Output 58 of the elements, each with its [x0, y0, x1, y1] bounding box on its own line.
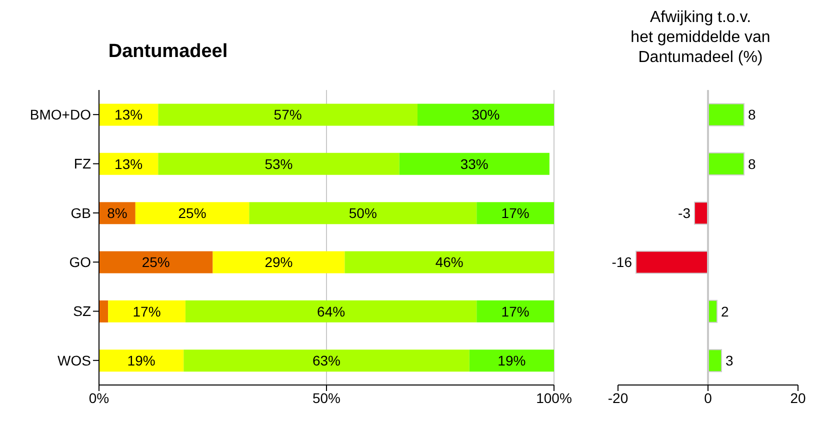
bar [99, 300, 108, 322]
data-label: 19% [498, 352, 526, 368]
bar [399, 152, 550, 175]
x-tick-label: 50% [312, 390, 341, 406]
x-tick-label: 100% [536, 390, 572, 406]
data-label: 8 [748, 106, 756, 123]
data-label: 63% [312, 352, 341, 368]
data-label: 53% [264, 156, 293, 172]
bar [184, 350, 470, 372]
y-tick-label: WOS [58, 352, 91, 368]
data-label: 8 [748, 156, 756, 172]
bar [185, 300, 477, 322]
y-tick-label: FZ [74, 156, 92, 172]
bar [469, 350, 554, 372]
x-tick-label: 0 [704, 390, 712, 406]
bar [476, 300, 554, 322]
y-tick-label: SZ [73, 303, 92, 320]
bar [99, 251, 213, 274]
bar [418, 104, 554, 126]
bar [99, 350, 184, 372]
y-tick-label: BMO+DO [30, 106, 92, 123]
data-label: 8% [107, 205, 128, 221]
data-label: 25% [142, 254, 170, 270]
x-tick-label: 0% [88, 390, 110, 406]
data-label: 25% [178, 205, 206, 221]
bar [158, 104, 418, 126]
bar [158, 152, 400, 175]
x-tick-label: -20 [608, 390, 628, 406]
bar [108, 300, 186, 322]
data-label: 64% [317, 303, 346, 320]
bar [249, 202, 477, 224]
data-label: 46% [435, 254, 464, 270]
data-label: 13% [114, 106, 143, 123]
data-label: -3 [678, 205, 691, 221]
x-tick-label: 20 [790, 390, 806, 406]
data-label: 17% [501, 205, 530, 221]
chart-title: Afwijking t.o.v. het gemiddelde van Dantumadeel (%) [630, 8, 772, 68]
bar [99, 104, 158, 126]
bar [344, 251, 554, 274]
data-label: 19% [127, 352, 156, 368]
y-tick-label: GB [70, 204, 91, 221]
data-label: 30% [472, 106, 500, 123]
bar [99, 152, 158, 175]
data-label: 17% [501, 303, 530, 320]
bar [212, 251, 345, 274]
data-label: 3 [726, 352, 734, 368]
data-label: 17% [132, 303, 161, 320]
data-label: 57% [274, 106, 302, 123]
bar [135, 202, 250, 224]
data-label: 33% [460, 156, 488, 172]
y-tick-label: GO [69, 254, 92, 270]
data-label: -16 [612, 254, 632, 270]
bar [476, 202, 554, 224]
chart-title: Dantumadeel [107, 41, 229, 62]
data-label: 29% [264, 254, 293, 270]
data-label: 50% [348, 205, 377, 221]
data-label: 13% [114, 156, 143, 172]
data-label: 2 [721, 303, 729, 320]
